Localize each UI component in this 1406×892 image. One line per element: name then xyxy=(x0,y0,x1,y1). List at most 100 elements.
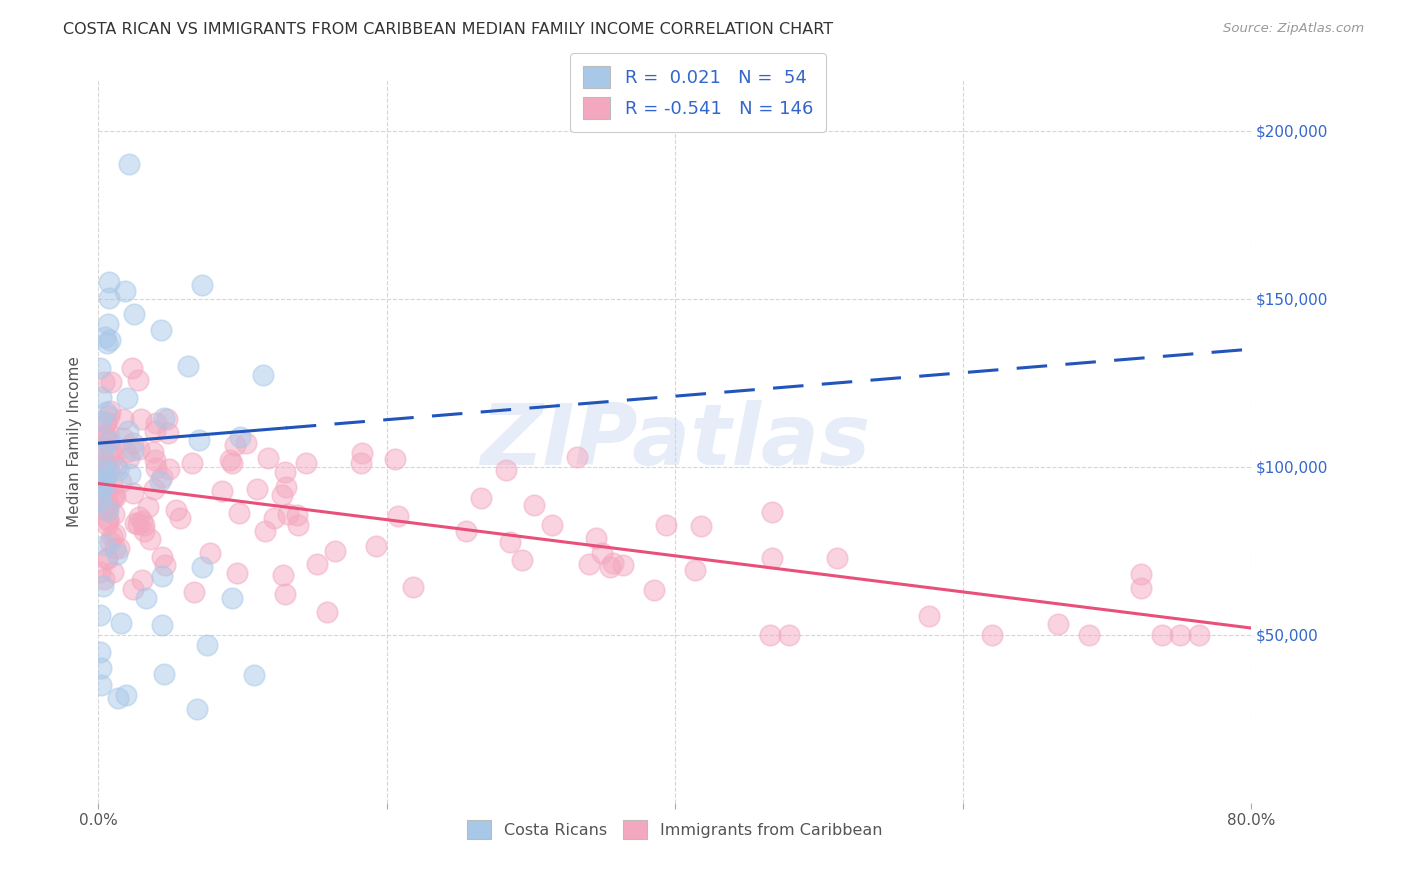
Point xyxy=(1047,617,1070,632)
Point xyxy=(89,493,111,508)
Point xyxy=(235,435,257,450)
Point xyxy=(94,478,117,492)
Point xyxy=(96,502,118,516)
Point xyxy=(1129,581,1152,595)
Point xyxy=(101,479,124,493)
Point xyxy=(211,484,233,499)
Point xyxy=(219,453,242,467)
Point xyxy=(191,560,214,574)
Legend: Costa Ricans, Immigrants from Caribbean: Costa Ricans, Immigrants from Caribbean xyxy=(461,814,889,846)
Point xyxy=(402,580,425,594)
Point xyxy=(271,568,294,582)
Point xyxy=(1168,628,1191,642)
Point xyxy=(157,425,180,440)
Point xyxy=(149,474,172,488)
Point xyxy=(90,661,112,675)
Point xyxy=(98,291,121,305)
Point xyxy=(118,157,141,171)
Point xyxy=(93,471,115,485)
Point xyxy=(177,359,200,373)
Point xyxy=(121,360,143,375)
Point xyxy=(246,483,269,497)
Point xyxy=(100,442,122,457)
Point xyxy=(285,508,308,522)
Point xyxy=(142,483,165,497)
Text: Source: ZipAtlas.com: Source: ZipAtlas.com xyxy=(1223,22,1364,36)
Point xyxy=(94,405,117,419)
Point xyxy=(655,517,678,532)
Point xyxy=(112,412,135,426)
Point xyxy=(225,566,247,581)
Point xyxy=(263,510,285,524)
Point xyxy=(643,583,665,598)
Point xyxy=(89,644,111,658)
Point xyxy=(1152,628,1174,642)
Point xyxy=(256,451,278,466)
Point xyxy=(221,591,243,605)
Point xyxy=(591,546,613,560)
Point xyxy=(114,284,136,298)
Point xyxy=(495,463,517,477)
Point xyxy=(145,416,167,430)
Point xyxy=(97,465,120,479)
Point xyxy=(93,500,115,515)
Point xyxy=(274,465,297,479)
Point xyxy=(188,434,211,448)
Point xyxy=(180,456,202,470)
Point xyxy=(274,587,297,601)
Point xyxy=(97,276,120,290)
Point xyxy=(134,517,156,532)
Point xyxy=(127,516,149,531)
Point xyxy=(510,553,533,567)
Point xyxy=(122,582,145,597)
Point xyxy=(150,550,173,565)
Point xyxy=(94,467,117,481)
Point xyxy=(94,426,117,441)
Point xyxy=(454,524,477,538)
Point xyxy=(1129,566,1152,581)
Point xyxy=(90,466,112,480)
Point xyxy=(121,436,143,450)
Point xyxy=(142,445,165,459)
Point xyxy=(124,516,146,530)
Point xyxy=(122,307,145,321)
Point xyxy=(90,390,112,404)
Point xyxy=(91,482,114,496)
Point xyxy=(228,429,250,443)
Point xyxy=(323,544,346,558)
Point xyxy=(143,453,166,467)
Y-axis label: Median Family Income: Median Family Income xyxy=(67,356,83,527)
Point xyxy=(96,550,118,565)
Point xyxy=(90,483,112,497)
Point xyxy=(94,483,117,497)
Point xyxy=(228,506,250,520)
Point xyxy=(94,415,117,429)
Point xyxy=(274,480,297,494)
Point xyxy=(350,456,373,470)
Point xyxy=(287,518,309,533)
Text: COSTA RICAN VS IMMIGRANTS FROM CARIBBEAN MEDIAN FAMILY INCOME CORRELATION CHART: COSTA RICAN VS IMMIGRANTS FROM CARIBBEAN… xyxy=(63,22,834,37)
Point xyxy=(97,497,120,511)
Point xyxy=(254,524,277,538)
Point xyxy=(93,572,115,586)
Point xyxy=(153,410,176,425)
Point xyxy=(117,424,139,438)
Point xyxy=(761,550,783,565)
Point xyxy=(97,512,120,526)
Point xyxy=(1078,628,1101,642)
Point xyxy=(165,503,187,517)
Point xyxy=(129,412,152,426)
Point xyxy=(94,538,117,552)
Point xyxy=(90,414,112,428)
Point xyxy=(131,514,153,528)
Point xyxy=(825,551,848,566)
Point xyxy=(183,584,205,599)
Point xyxy=(103,508,125,522)
Point xyxy=(277,508,299,522)
Point xyxy=(89,608,111,623)
Point xyxy=(90,451,112,466)
Point xyxy=(94,430,117,444)
Point xyxy=(307,558,329,572)
Point xyxy=(97,503,120,517)
Point xyxy=(585,531,607,545)
